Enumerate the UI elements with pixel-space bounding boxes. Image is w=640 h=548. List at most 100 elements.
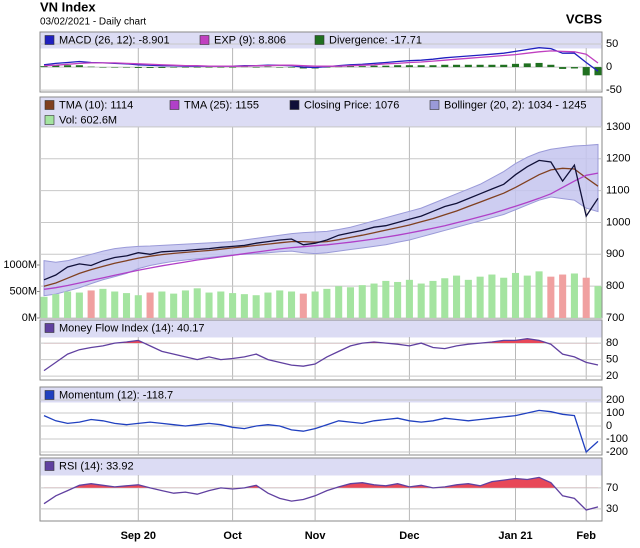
legend-swatch: [314, 35, 325, 45]
volume-bar: [323, 288, 331, 318]
volume-bar: [511, 272, 520, 318]
volume-bar: [346, 287, 355, 318]
histogram-bar: [158, 67, 166, 68]
y-tick-label: 700: [606, 312, 624, 324]
volume-bar: [229, 293, 237, 318]
volume-bar: [535, 271, 543, 318]
x-tick-label: Feb: [576, 530, 596, 542]
volume-bar: [87, 290, 95, 318]
volume-bar: [570, 273, 578, 318]
series-line: [43, 47, 599, 72]
volume-bar: [594, 286, 602, 318]
legend-label: EXP (9): 8.806: [214, 34, 286, 46]
legend-label: Money Flow Index (14): 40.17: [59, 322, 205, 334]
y2-tick-label: 500M: [9, 285, 37, 297]
histogram-bar: [464, 64, 472, 68]
series-line: [43, 409, 599, 454]
y2-tick-label: 0M: [22, 312, 37, 324]
chart-title: VN Index: [40, 0, 96, 14]
volume-bar: [382, 280, 390, 318]
y2-tick-label: 1000M: [3, 259, 37, 271]
volume-bar: [52, 294, 60, 318]
histogram-bar: [146, 67, 154, 68]
legend-swatch: [44, 390, 55, 400]
legend-swatch: [429, 100, 440, 110]
histogram-bar: [405, 65, 413, 68]
legend-strip: [40, 387, 602, 403]
plot: [40, 126, 602, 318]
volume-bar: [358, 285, 366, 318]
x-tick-label: Dec: [399, 530, 419, 542]
volume-bar: [122, 293, 131, 318]
y-tick-label: 0: [606, 61, 612, 73]
volume-bar: [193, 288, 201, 318]
histogram-bar: [535, 62, 543, 68]
histogram-bar: [394, 65, 402, 68]
histogram-bar: [382, 65, 390, 68]
histogram-bar: [370, 65, 378, 68]
histogram-bar: [229, 67, 237, 68]
volume-bar: [476, 276, 484, 318]
legend-swatch: [44, 100, 55, 110]
chart-subtitle: 03/02/2021 - Daily chart: [40, 17, 146, 28]
overbought-area: [44, 338, 598, 344]
plot: [40, 337, 602, 380]
histogram-bar: [570, 67, 578, 69]
volume-bar: [75, 292, 83, 318]
histogram-bar: [122, 67, 131, 68]
legend-swatch: [169, 100, 180, 110]
y-tick-label: 50: [606, 354, 618, 366]
volume-bar: [276, 290, 284, 318]
volume-bar: [429, 280, 437, 318]
histogram-bar: [500, 64, 508, 68]
legend-swatch: [44, 323, 55, 333]
volume-bar: [252, 295, 260, 318]
volume-bar: [523, 275, 531, 318]
volume-bar: [582, 277, 590, 318]
histogram-bar: [240, 66, 248, 68]
volume-bar: [205, 292, 213, 318]
y-tick-label: 1300: [606, 121, 630, 133]
histogram-bar: [335, 66, 343, 68]
y-tick-label: 30: [606, 503, 618, 515]
volume-bar: [464, 279, 472, 318]
histogram-bar: [252, 67, 260, 68]
volume-bar: [181, 290, 189, 318]
histogram-bar: [111, 67, 119, 68]
x-tick-label: Nov: [305, 530, 327, 542]
volume-bar: [158, 291, 166, 318]
series-line: [43, 50, 599, 67]
y-tick-label: 1000: [606, 216, 630, 228]
volume-bar: [287, 291, 296, 318]
histogram-bar: [346, 66, 355, 68]
y-tick-label: -100: [606, 433, 628, 445]
volume-bar: [547, 276, 555, 318]
legend-label: Vol: 602.6M: [59, 114, 117, 126]
y-tick-label: -50: [606, 84, 622, 96]
volume-bar: [311, 291, 319, 318]
histogram-bar: [264, 66, 272, 68]
volume-bar: [500, 277, 508, 318]
legend-label: TMA (10): 1114: [59, 99, 133, 111]
histogram-bar: [75, 65, 83, 68]
volume-bar: [335, 286, 343, 318]
volume-bar: [405, 279, 413, 318]
histogram-bar: [170, 67, 178, 68]
histogram-bar: [87, 66, 95, 68]
bollinger-band: [43, 143, 599, 297]
volume-bar: [299, 293, 307, 318]
series-line: [43, 159, 599, 281]
volume-bar: [264, 292, 272, 318]
plot: [40, 399, 602, 455]
x-tick-label: Sep 20: [121, 530, 156, 542]
histogram-bar: [193, 67, 201, 68]
x-tick-label: Oct: [223, 530, 242, 542]
y-tick-label: 200: [606, 394, 624, 406]
volume-bar: [217, 291, 225, 318]
volume-bar: [488, 274, 496, 318]
legend-label: MACD (26, 12): -8.901: [59, 34, 170, 46]
volume-bar: [394, 281, 402, 318]
legend-swatch: [289, 100, 300, 110]
histogram-bar: [547, 64, 555, 68]
